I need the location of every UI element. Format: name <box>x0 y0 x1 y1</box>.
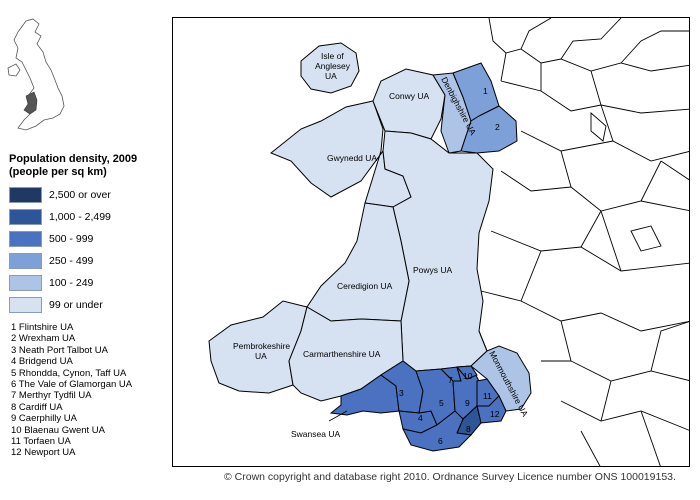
legend-label: 99 or under <box>49 299 103 311</box>
legend-item-500-999: 500 - 999 <box>9 231 93 247</box>
legend-title: Population density, 2009 (people per sq … <box>9 153 169 179</box>
england-boundaries <box>480 18 689 466</box>
label-number-6: 6 <box>438 436 443 446</box>
swansea-leader-line <box>328 410 348 422</box>
region-wrexham <box>460 105 518 154</box>
label-pembrokeshire-line1: Pembrokeshire <box>233 341 290 351</box>
legend-item-2500-or-over: 2,500 or over <box>9 187 111 203</box>
label-gwynedd: Gwynedd UA <box>327 153 377 163</box>
key-item: 1 Flintshire UA <box>11 322 74 333</box>
label-powys: Powys UA <box>413 265 453 275</box>
label-number-2: 2 <box>495 122 500 132</box>
key-item: 12 Newport UA <box>11 447 76 459</box>
legend-item-99-or-under: 99 or under <box>9 297 103 313</box>
legend-swatch <box>9 187 42 203</box>
label-number-12: 12 <box>490 409 500 419</box>
key-item: 6 The Vale of Glamorgan UA <box>11 379 133 391</box>
copyright-notice: © Crown copyright and database right 201… <box>224 471 676 483</box>
legend-item-250-499: 250 - 499 <box>9 253 93 269</box>
key-item: 10 Blaenau Gwent UA <box>11 424 106 436</box>
label-number-5: 5 <box>439 398 444 408</box>
legend-swatch <box>9 209 42 225</box>
label-number-7: 7 <box>448 375 453 385</box>
legend-label: 1,000 - 2,499 <box>49 211 111 223</box>
region-conwy <box>372 68 446 140</box>
region-vale-of-glamorgan <box>402 410 473 452</box>
key-item: 2 Wrexham UA <box>11 333 76 345</box>
label-number-9: 9 <box>465 398 470 408</box>
label-number-10: 10 <box>463 371 473 381</box>
key-item: 7 Merthyr Tydfil UA <box>11 390 92 402</box>
uk-locator-map <box>7 18 65 131</box>
legend-swatch <box>9 253 42 269</box>
key-item: 4 Bridgend UA <box>11 356 73 368</box>
wales-authorities <box>208 42 532 452</box>
legend-title-line2: (people per sq km) <box>9 166 107 178</box>
wales-map-frame: Isle of Anglesey UA Conwy UA Denbighshir… <box>172 17 690 467</box>
legend-swatch <box>9 275 42 291</box>
legend-label: 250 - 499 <box>49 255 94 267</box>
label-number-11: 11 <box>483 391 492 401</box>
label-anglesey-line3: UA <box>325 71 337 81</box>
label-anglesey-line2: Anglesey <box>315 61 351 71</box>
key-item: 8 Cardiff UA <box>11 401 63 413</box>
region-anglesey <box>300 42 360 94</box>
wales-highlight <box>23 91 38 115</box>
label-number-8: 8 <box>466 424 471 434</box>
label-ceredigion: Ceredigion UA <box>337 281 393 291</box>
region-blaenau-gwent <box>455 365 478 380</box>
legend-swatch <box>9 297 42 313</box>
great-britain-outline <box>13 18 65 131</box>
label-number-1: 1 <box>483 86 488 96</box>
legend-title-line1: Population density, 2009 <box>9 153 138 165</box>
label-anglesey-line1: Isle of <box>321 51 344 61</box>
legend-item-100-249: 100 - 249 <box>9 275 93 291</box>
region-swansea <box>329 374 400 416</box>
label-pembrokeshire-line2: UA <box>255 351 267 361</box>
northern-ireland-outline <box>7 63 21 77</box>
key-item: 5 Rhondda, Cynon, Taff UA <box>11 367 127 379</box>
label-number-4: 4 <box>418 413 423 423</box>
label-swansea: Swansea UA <box>291 429 340 439</box>
label-number-3: 3 <box>399 388 404 398</box>
key-item: 11 Torfaen UA <box>11 436 71 448</box>
key-item: 9 Caerphilly UA <box>11 413 77 425</box>
legend-label: 2,500 or over <box>49 189 111 201</box>
legend-label: 100 - 249 <box>49 277 94 289</box>
label-carmarthenshire: Carmarthenshire UA <box>303 349 381 359</box>
label-conwy: Conwy UA <box>389 91 429 101</box>
key-item: 3 Neath Port Talbot UA <box>11 344 108 356</box>
legend-swatch <box>9 231 42 247</box>
region-ceredigion <box>306 202 410 322</box>
authority-key-list: 1 Flintshire UA 2 Wrexham UA 3 Neath Por… <box>11 322 132 459</box>
wales-population-density-map: Isle of Anglesey UA Conwy UA Denbighshir… <box>208 18 689 466</box>
legend-item-1000-2499: 1,000 - 2,499 <box>9 209 111 225</box>
legend-label: 500 - 999 <box>49 233 94 245</box>
